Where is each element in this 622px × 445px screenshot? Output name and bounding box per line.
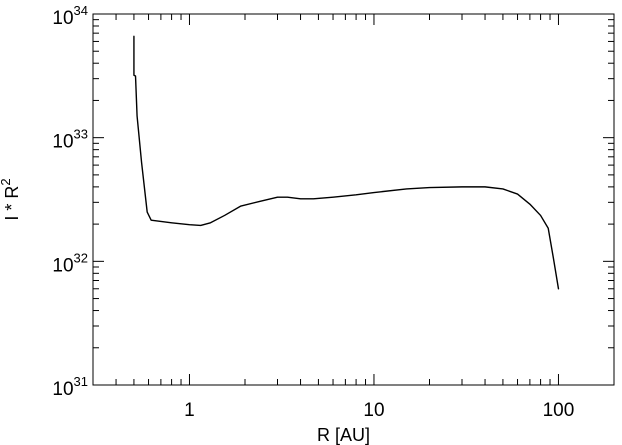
labels-layer: 1 10 100 1031 1032 1033 1034 R [AU] I * R2 xyxy=(0,3,574,445)
y-tick-label: 1034 xyxy=(52,3,88,29)
plot-frame xyxy=(92,13,615,386)
axes xyxy=(92,13,615,386)
x-tick-label: 1 xyxy=(184,400,195,421)
x-tick-label: 10 xyxy=(363,400,384,421)
series-layer xyxy=(133,35,560,290)
y-tick-label: 1031 xyxy=(52,374,88,400)
y-axis-label: I * R2 xyxy=(0,178,22,220)
x-tick-label: 100 xyxy=(543,400,575,421)
y-tick-label: 1032 xyxy=(52,250,88,276)
y-axis-label-group: I * R2 xyxy=(0,178,22,220)
y-tick-label: 1033 xyxy=(52,127,88,153)
x-axis-label: R [AU] xyxy=(317,425,370,445)
series-line-0 xyxy=(133,35,560,290)
